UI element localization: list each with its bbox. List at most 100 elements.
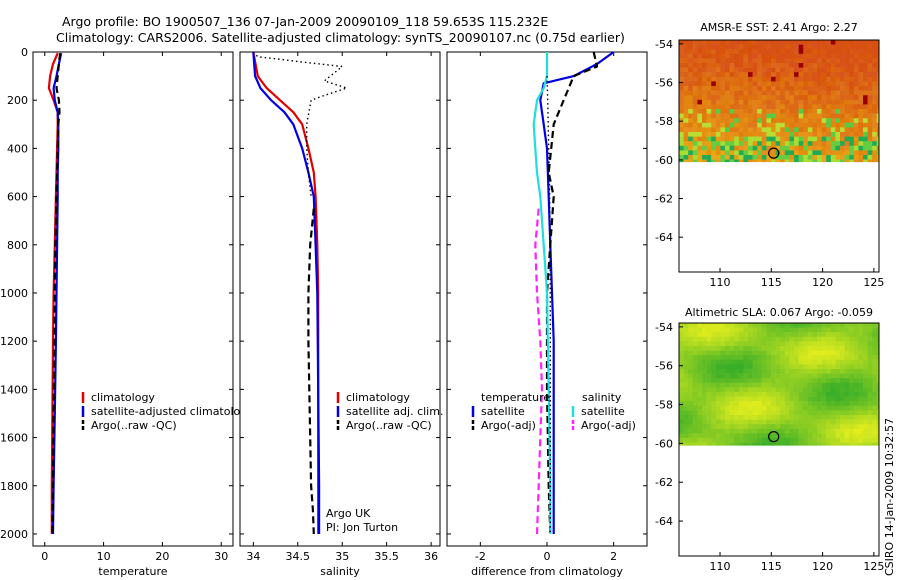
map-cell [807,410,813,416]
map-cell [830,346,836,351]
map-cell [876,419,880,425]
map-cell [803,369,809,374]
map-cell [702,67,707,73]
map-cell [688,86,694,91]
map-cell [876,336,880,342]
map-cell [817,81,822,87]
map-cell [863,159,868,163]
map-cell [812,396,818,402]
map-cell [711,419,717,425]
map-cell [702,109,707,114]
map-cell [780,109,786,114]
map-cell [876,382,880,388]
map-cell [715,95,721,101]
map-cell [743,145,749,151]
map-cell [715,332,721,338]
map-cell [775,369,781,374]
map-cell [738,95,744,101]
map-cell [757,141,763,147]
y-tick-label: -54 [655,321,673,334]
map-cell [826,410,832,416]
map-cell [849,136,855,142]
map-cell [706,355,712,361]
map-cell [863,113,868,119]
map-cell [729,113,735,119]
map-cell [867,90,873,96]
map-cell [775,424,781,430]
map-cell [812,327,818,333]
map-cell [679,90,684,96]
map-cell [683,419,689,425]
map-cell [872,424,878,430]
map-cell [683,336,689,342]
map-cell [706,136,712,142]
map-cell [688,127,694,133]
map-cell [697,336,703,342]
map-cell [748,72,753,78]
map-cell [679,49,684,55]
map-cell [711,323,717,328]
map-cell [803,104,809,110]
series-line-1 [252,51,321,534]
map-cell [858,359,864,365]
map-cell [812,141,818,147]
map-cell [872,113,878,119]
map-cell [830,428,836,434]
map-cell [784,104,790,110]
map-cell [720,72,726,78]
map-cell [844,159,850,163]
map-cell [771,95,776,101]
map-cell [867,433,873,439]
map-cell [748,122,753,128]
map-cell [858,90,864,96]
map-cell [835,438,841,443]
map-cell [757,127,763,133]
map-cell [725,369,730,374]
map-cell [757,58,763,64]
map-cell [748,90,753,96]
map-cell [761,53,767,59]
map-cell [729,438,735,443]
map-cell [789,104,795,110]
map-cell [844,95,850,101]
map-cell [738,99,744,105]
map-cell [738,122,744,128]
map-cell [784,433,790,439]
map-cell [812,415,818,420]
map-cell [853,410,859,416]
map-cell [812,122,818,128]
map-cell [720,95,726,101]
map-cell [766,72,772,78]
map-cell [775,155,781,160]
map-cell [729,63,735,68]
map-cell [683,81,689,87]
map-cell [844,53,850,59]
map-cell [821,336,827,342]
map-cell [688,113,694,119]
map-cell [738,109,744,114]
map-cell [821,141,827,147]
map-cell [858,332,864,338]
map-cell [771,401,776,407]
map-cell [702,90,707,96]
map-cell [761,323,767,328]
map-cell [775,373,781,379]
map-cell [849,346,855,351]
map-cell [867,382,873,388]
map-cell [702,104,707,110]
map-cell [766,378,772,384]
map-cell [692,350,698,356]
map-cell [812,442,818,446]
map-cell [729,122,735,128]
map-cell [725,40,730,45]
map-cell [729,141,735,147]
map-cell [840,433,845,439]
map-cell [720,332,726,338]
map-cell [835,99,841,105]
map-cell [789,132,795,137]
map-cell [771,155,776,160]
map-cell [821,327,827,333]
map-cell [784,323,790,328]
figure-title-line1: Argo profile: BO 1900507_136 07-Jan-2009… [62,14,548,29]
map-cell [844,40,850,45]
